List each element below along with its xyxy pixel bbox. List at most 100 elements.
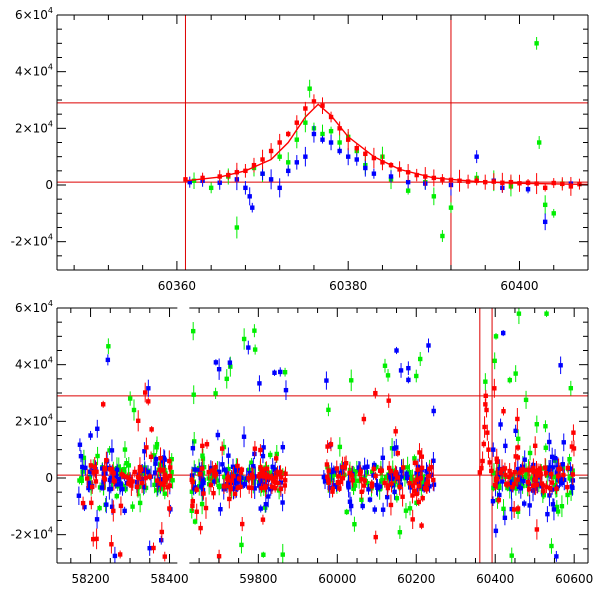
blue-data-point — [272, 370, 277, 375]
blue-data-point — [348, 503, 354, 509]
blue-data-point — [558, 363, 563, 368]
blue-data-point — [320, 137, 325, 142]
blue-data-point — [199, 484, 204, 489]
data-layer — [57, 308, 588, 563]
green-data-point — [130, 504, 135, 509]
red-data-point — [190, 498, 196, 504]
green-data-point — [544, 311, 549, 316]
red-data-point — [127, 477, 132, 482]
blue-data-point — [509, 506, 514, 512]
red-data-point — [495, 476, 500, 482]
red-data-point — [385, 485, 391, 491]
blue-data-point — [80, 464, 85, 470]
blue-data-point — [115, 477, 120, 482]
green-data-point — [131, 407, 137, 413]
x-tick-label: 58200 — [71, 572, 109, 586]
red-data-point — [388, 468, 394, 474]
blue-data-point — [431, 408, 436, 414]
red-data-point — [527, 468, 532, 473]
blue-data-point — [153, 456, 159, 462]
red-data-point — [148, 454, 154, 460]
green-data-point — [356, 478, 362, 483]
red-data-point — [543, 470, 549, 476]
green-data-point — [501, 506, 506, 512]
blue-data-point — [273, 472, 278, 478]
red-data-point — [326, 468, 331, 473]
red-data-point — [517, 470, 523, 475]
blue-data-point — [213, 360, 219, 365]
red-data-point — [236, 476, 242, 481]
red-data-point — [373, 473, 378, 479]
blue-data-point — [122, 508, 127, 514]
green-data-point — [252, 328, 257, 333]
green-data-point — [169, 469, 174, 475]
blue-data-point — [152, 470, 158, 475]
red-data-point — [565, 465, 571, 471]
red-data-point — [89, 484, 95, 490]
green-data-point — [534, 422, 540, 427]
red-data-point — [275, 480, 280, 486]
green-data-point — [326, 407, 331, 413]
red-data-point — [412, 488, 417, 493]
blue-data-point — [105, 357, 111, 363]
red-data-point — [204, 442, 210, 447]
red-data-point — [502, 466, 508, 471]
red-data-point — [158, 481, 163, 486]
red-data-point — [210, 468, 215, 473]
green-data-point — [536, 140, 542, 145]
red-data-point — [190, 503, 195, 509]
blue-data-point — [377, 484, 383, 489]
red-data-point — [512, 469, 517, 475]
blue-data-point — [508, 481, 513, 486]
green-data-point — [200, 456, 206, 461]
blue-data-point — [94, 517, 100, 522]
green-data-point — [407, 506, 413, 511]
red-data-point — [362, 478, 367, 483]
red-data-point — [481, 441, 486, 447]
red-data-point — [112, 478, 117, 484]
red-data-point — [91, 470, 96, 475]
green-data-point — [440, 233, 445, 239]
red-data-point — [228, 484, 233, 490]
red-data-point — [547, 485, 553, 491]
red-data-point — [194, 509, 199, 514]
green-data-point — [507, 377, 512, 383]
blue-data-point — [303, 154, 308, 159]
green-data-point — [352, 522, 357, 527]
blue-data-point — [500, 330, 506, 336]
red-data-point — [531, 465, 536, 471]
green-data-point — [382, 363, 388, 368]
red-data-point — [326, 477, 331, 483]
x-tick-label: 60400 — [476, 572, 514, 586]
red-data-point — [109, 542, 114, 547]
red-data-point — [412, 480, 418, 485]
red-data-point — [371, 155, 377, 161]
blue-data-point — [260, 453, 266, 459]
green-data-point — [79, 478, 84, 483]
green-data-point — [214, 478, 219, 483]
red-data-point — [479, 465, 484, 471]
green-data-point — [567, 456, 572, 462]
blue-data-point — [390, 473, 395, 478]
red-data-point — [268, 148, 274, 154]
blue-data-point — [268, 177, 274, 182]
red-data-point — [405, 170, 411, 175]
red-data-point — [216, 554, 222, 559]
red-data-point — [338, 479, 343, 485]
blue-data-point — [525, 187, 531, 192]
red-data-point — [429, 465, 434, 470]
blue-data-point — [380, 507, 386, 512]
blue-data-point — [329, 469, 334, 475]
blue-data-point — [242, 481, 247, 487]
green-data-point — [491, 485, 496, 491]
red-data-point — [320, 103, 325, 108]
blue-data-point — [405, 475, 410, 481]
green-data-point — [516, 311, 522, 316]
red-data-point — [494, 459, 500, 464]
red-data-point — [229, 478, 234, 483]
blue-data-point — [113, 482, 118, 487]
red-data-point — [515, 445, 521, 450]
red-data-point — [282, 483, 288, 488]
red-data-point — [554, 486, 559, 491]
red-data-point — [501, 409, 506, 414]
